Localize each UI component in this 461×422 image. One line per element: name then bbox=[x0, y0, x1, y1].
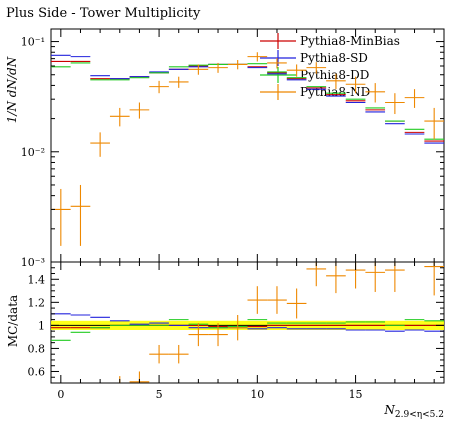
ratio-y-tick-label: 0.6 bbox=[28, 365, 46, 378]
legend-item: Pythia8-MinBias bbox=[260, 33, 400, 49]
ratio-y-axis-label-text: MC/data bbox=[6, 295, 20, 347]
series-2-main bbox=[51, 54, 444, 144]
x-axis-label: N2.9<η<5.2 bbox=[383, 403, 444, 420]
legend-label: Pythia8-MinBias bbox=[300, 34, 400, 48]
y-axis-label: 1/N dN/dN bbox=[5, 56, 19, 123]
x-tick-label: 15 bbox=[349, 388, 363, 401]
x-tick-label: 10 bbox=[250, 388, 264, 401]
series-3-main bbox=[51, 62, 444, 140]
y-tick-label: 10⁻³ bbox=[21, 256, 45, 269]
ratio-plot-area bbox=[51, 262, 444, 383]
legend: Pythia8-MinBias Pythia8-SD Pythia8-DD Pythi… bbox=[260, 33, 400, 100]
series-4-ratio bbox=[119, 262, 444, 383]
main-plot-area bbox=[51, 52, 444, 246]
chart-title: Plus Side - Tower Multiplicity bbox=[6, 6, 201, 21]
x-tick-label: 0 bbox=[57, 388, 64, 401]
y-tick-label: 10⁻² bbox=[21, 146, 45, 159]
ratio-y-tick-label: 1 bbox=[38, 319, 45, 332]
y-tick-label: 10⁻¹ bbox=[21, 36, 45, 49]
svg-text:1/N dN/dN: 1/N dN/dN bbox=[5, 56, 19, 123]
legend-label: Pythia8-SD bbox=[300, 51, 368, 65]
x-tick-label: 5 bbox=[156, 388, 163, 401]
legend-item: Pythia8-SD bbox=[260, 50, 368, 66]
legend-item: Pythia8-DD bbox=[260, 67, 369, 83]
ratio-y-axis-label: MC/data bbox=[6, 295, 20, 347]
legend-label: Pythia8-ND bbox=[300, 85, 370, 99]
legend-label: Pythia8-DD bbox=[300, 68, 369, 82]
ratio-y-tick-label: 1.4 bbox=[28, 273, 46, 286]
ratio-y-tick-label: 1.2 bbox=[28, 296, 46, 309]
ratio-y-tick-label: 0.8 bbox=[28, 342, 46, 355]
legend-item: Pythia8-ND bbox=[260, 84, 370, 100]
series-1-main bbox=[51, 60, 444, 142]
series-4-main bbox=[51, 52, 444, 246]
